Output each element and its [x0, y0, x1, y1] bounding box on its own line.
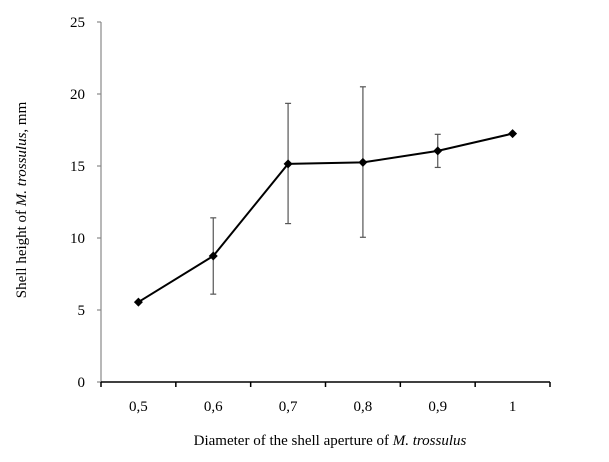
x-tick-label: 1 — [509, 399, 517, 415]
y-axis-title: Shell height of M. trossulus, mm — [14, 101, 30, 298]
error-bars — [210, 86, 441, 295]
x-tick-label: 0,8 — [354, 399, 373, 415]
y-tick-label: 10 — [70, 231, 85, 247]
y-tick-labels: 0 5 10 15 20 25 — [70, 15, 85, 391]
series-line — [133, 129, 518, 307]
x-tick-labels: 0,5 0,6 0,7 0,8 0,9 1 — [129, 399, 516, 415]
y-tick-label: 20 — [70, 87, 85, 103]
x-tick-label: 0,9 — [428, 399, 447, 415]
x-axis-title: Diameter of the shell aperture of M. tro… — [194, 433, 467, 449]
x-tick-label: 0,6 — [204, 399, 223, 415]
data-line — [137, 132, 513, 303]
data-point — [133, 297, 143, 307]
data-point — [208, 251, 218, 261]
axes — [97, 21, 551, 387]
y-tick-label: 5 — [78, 303, 86, 319]
data-point — [283, 159, 293, 169]
data-point — [358, 157, 368, 167]
y-tick-label: 15 — [70, 159, 85, 175]
x-tick-label: 0,5 — [129, 399, 148, 415]
x-tick-label: 0,7 — [279, 399, 298, 415]
data-point — [433, 146, 443, 156]
y-tick-label: 0 — [78, 375, 86, 391]
y-tick-label: 25 — [70, 15, 85, 31]
data-point — [508, 129, 518, 139]
